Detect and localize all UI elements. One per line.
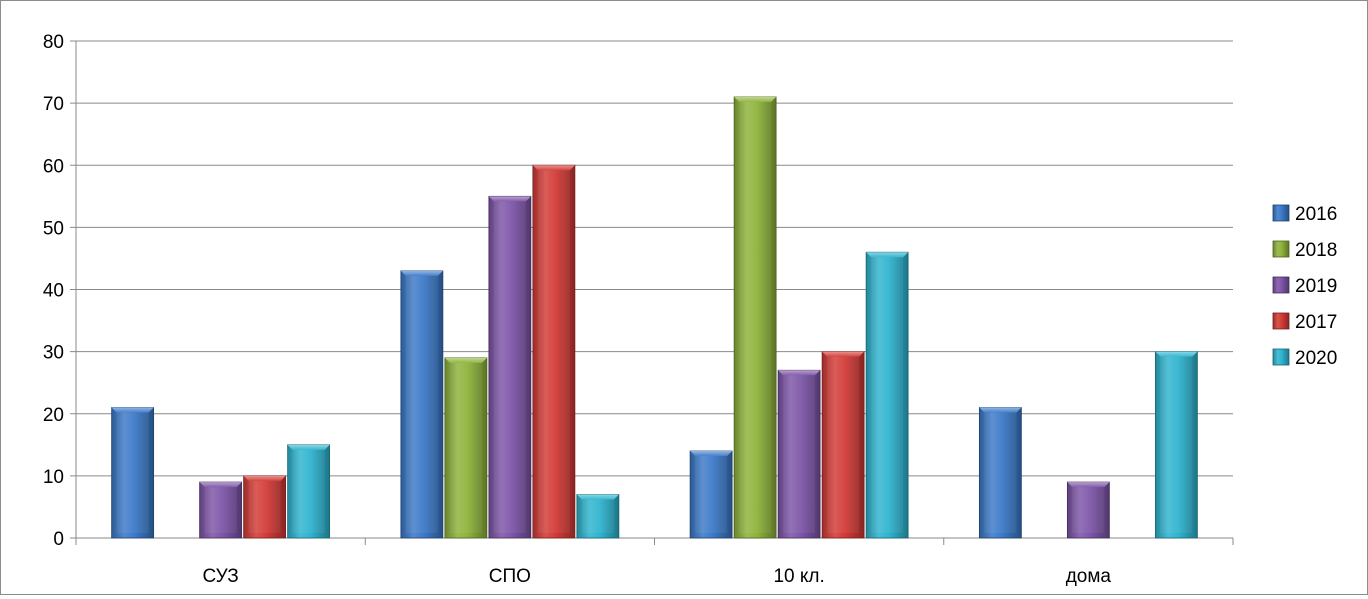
bar-face	[405, 275, 438, 533]
bar-bevel	[866, 252, 909, 258]
bar-bevel	[111, 407, 154, 413]
bar-body	[1154, 351, 1198, 539]
bar-face	[1072, 487, 1105, 533]
bar	[689, 450, 733, 539]
bar-face	[783, 375, 816, 533]
legend-item: 2019	[1272, 276, 1337, 297]
bar-body	[111, 407, 155, 539]
bar-body	[287, 444, 331, 539]
y-tick-label: 20	[43, 405, 64, 426]
bar-bevel	[690, 451, 733, 457]
bar-bevel	[778, 370, 821, 376]
y-tick-label: 0	[53, 529, 64, 550]
y-tick-label: 40	[43, 281, 64, 302]
legend-label: 2019	[1295, 276, 1337, 297]
bar-bevel	[1155, 351, 1198, 357]
y-tick-label: 60	[43, 156, 64, 177]
bar-bevel	[1067, 482, 1110, 488]
bar-face	[695, 456, 728, 533]
legend: 2016 2018 2019 2017 2020	[1272, 204, 1337, 369]
bar-body	[532, 164, 576, 539]
x-category-label: СПО	[489, 566, 531, 587]
bars	[111, 96, 1198, 539]
legend-item: 2016	[1272, 204, 1337, 225]
bar-face	[537, 170, 570, 533]
bar-bevel	[243, 475, 286, 481]
bar-bevel	[576, 494, 619, 500]
bar	[400, 270, 444, 539]
y-tick-label: 10	[43, 467, 64, 488]
y-tick-label: 30	[43, 343, 64, 364]
bar	[1154, 351, 1198, 539]
bar-bevel	[734, 96, 777, 102]
bar	[733, 96, 777, 539]
legend-label: 2016	[1295, 204, 1337, 225]
x-category-label: 10 кл.	[773, 566, 824, 587]
bar-bevel	[199, 482, 242, 488]
bar	[488, 195, 532, 539]
bar	[444, 357, 488, 539]
bar-bevel	[822, 351, 865, 357]
bar-bevel	[532, 165, 575, 171]
bar-face	[1160, 356, 1193, 533]
bar-face	[493, 201, 526, 533]
bar-face	[581, 499, 614, 533]
bar-body	[978, 407, 1022, 539]
bar	[576, 494, 620, 539]
y-tick-label: 50	[43, 218, 64, 239]
bar	[111, 407, 155, 539]
bar-face	[292, 449, 325, 533]
gridlines: 0 10 20 30 40 50 60 70 80	[43, 32, 1233, 550]
legend-item: 2018	[1272, 240, 1337, 261]
x-category-label: СУЗ	[203, 566, 239, 587]
legend-swatch	[1272, 240, 1290, 258]
y-tick-label: 70	[43, 94, 64, 115]
bar-body	[733, 96, 777, 539]
legend-swatch	[1272, 312, 1290, 330]
bar-body	[1066, 481, 1110, 539]
bar-body	[576, 494, 620, 539]
bar-face	[248, 480, 281, 533]
x-category-label: дома	[1066, 566, 1112, 587]
bar-body	[689, 450, 733, 539]
legend-label: 2018	[1295, 240, 1337, 261]
bar	[821, 351, 865, 539]
legend-swatch	[1272, 204, 1290, 222]
bar	[777, 369, 821, 539]
bar	[287, 444, 331, 539]
bar	[243, 475, 287, 539]
bar-body	[821, 351, 865, 539]
legend-swatch	[1272, 348, 1290, 366]
bar-body	[243, 475, 287, 539]
bar	[199, 481, 243, 539]
bar-body	[488, 195, 532, 539]
legend-item: 2017	[1272, 312, 1337, 333]
bar	[865, 251, 909, 539]
bar	[532, 164, 576, 539]
legend-label: 2017	[1295, 312, 1337, 333]
legend-item: 2020	[1272, 348, 1337, 369]
bar-face	[871, 257, 904, 533]
bar-face	[739, 101, 772, 533]
bar-bevel	[400, 270, 443, 276]
bar-bevel	[488, 196, 531, 202]
bar-face	[984, 412, 1017, 533]
legend-label: 2020	[1295, 348, 1337, 369]
bar-face	[204, 487, 237, 533]
bar-body	[777, 369, 821, 539]
y-tick-label: 80	[43, 32, 64, 53]
legend-swatch	[1272, 276, 1290, 294]
bar-body	[865, 251, 909, 539]
bar-face	[449, 362, 482, 533]
bar-face	[827, 356, 860, 533]
bar-bevel	[979, 407, 1022, 413]
bar-body	[400, 270, 444, 539]
bar-bevel	[444, 357, 487, 363]
bar	[978, 407, 1022, 539]
bar-face	[116, 412, 149, 533]
bar	[1066, 481, 1110, 539]
bar-bevel	[287, 444, 330, 450]
